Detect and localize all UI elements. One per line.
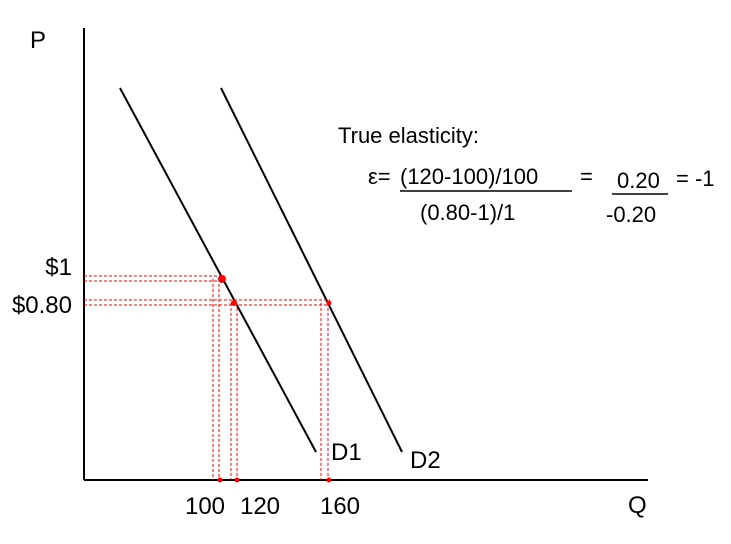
ratio-denominator: -0.20: [606, 202, 656, 227]
ratio-numerator: 0.20: [617, 168, 660, 193]
quantity-label-160: 160: [320, 493, 360, 520]
demand-curve-d2: [220, 87, 403, 453]
quantity-label-120: 120: [240, 493, 280, 520]
quantity-guide-120: [230, 303, 238, 480]
axis-point-120: [234, 477, 240, 483]
x-axis-label: Q: [628, 492, 647, 519]
price-guide-1: [84, 275, 222, 282]
demand-curve-d1: [119, 87, 317, 453]
price-label-1: $1: [45, 254, 72, 281]
point-d2-p2: [326, 300, 332, 306]
axis-point-160: [326, 477, 332, 483]
quantity-label-100: 100: [185, 493, 225, 520]
formula-prefix: ε=: [368, 164, 391, 189]
price-label-2: $0.80: [12, 292, 72, 319]
axis-point-100: [217, 477, 223, 483]
formula-numerator: (120-100)/100: [400, 164, 538, 189]
point-d1-p1: [218, 275, 226, 283]
curve-label-d2: D2: [410, 447, 441, 474]
formula-denominator: (0.80-1)/1: [420, 200, 515, 225]
quantity-guide-160: [320, 303, 329, 480]
formula-result: = -1: [676, 166, 715, 191]
curve-label-d1: D1: [331, 439, 362, 466]
formula-title: True elasticity:: [338, 123, 479, 148]
point-d1-p2: [231, 300, 237, 306]
formula-equals: =: [580, 164, 593, 189]
y-axis-label: P: [30, 27, 46, 54]
quantity-guide-100: [212, 279, 220, 480]
price-guide-2: [84, 299, 330, 306]
